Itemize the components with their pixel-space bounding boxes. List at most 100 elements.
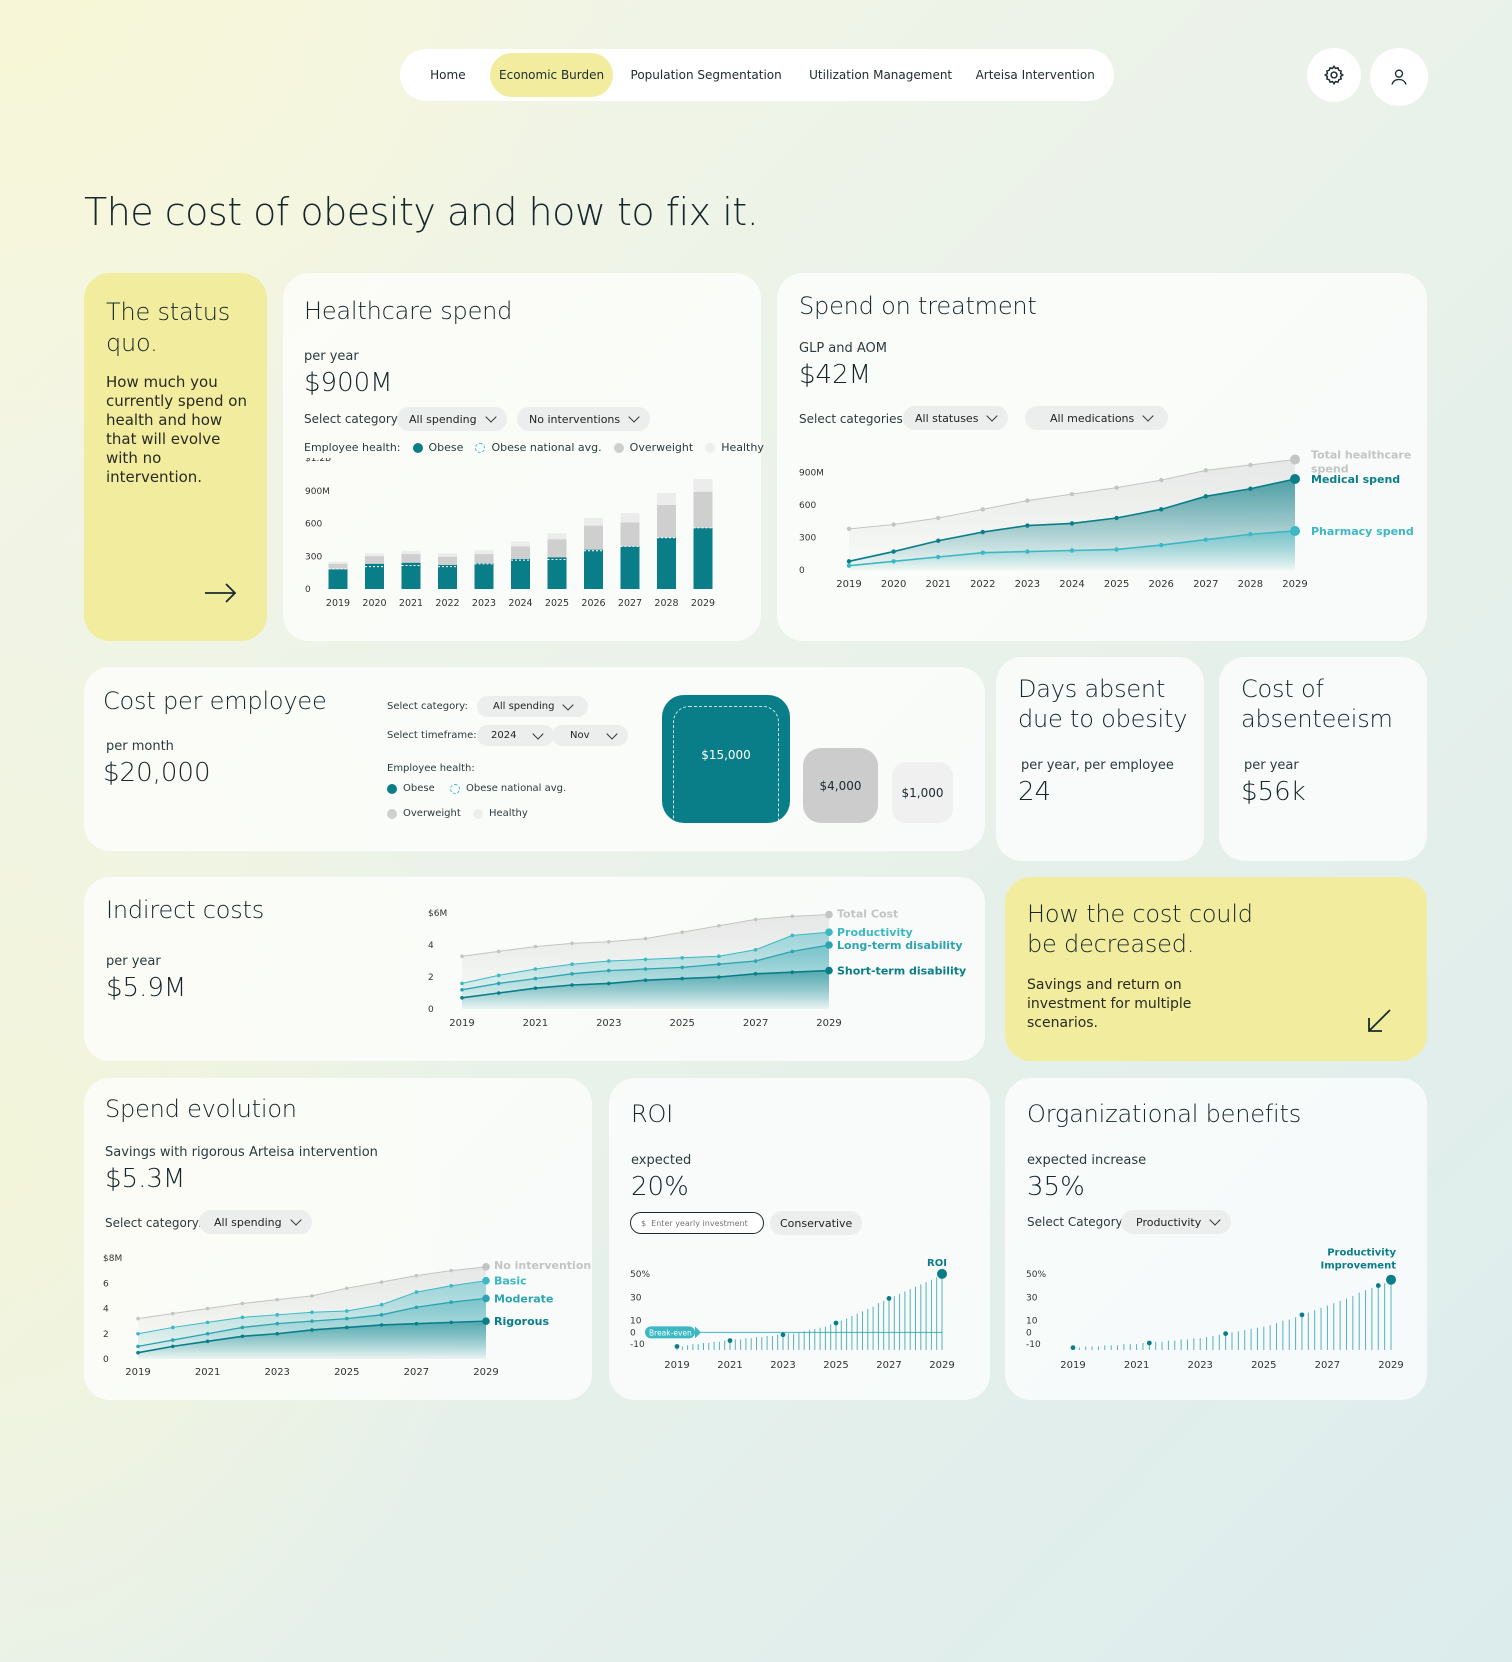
x-tick-label: 2029 — [1282, 579, 1307, 590]
series-point — [136, 1316, 140, 1321]
arrow-right-icon[interactable] — [204, 583, 238, 603]
settings-button[interactable] — [1307, 48, 1361, 102]
series-point — [240, 1334, 245, 1339]
x-tick-label: 2021 — [1124, 1360, 1149, 1371]
cost-category-select[interactable]: All spending — [477, 696, 589, 717]
series-point — [136, 1350, 140, 1355]
roi-bar-chart: -10 010 30 50% 2019 2021 2023 2025 2027 2029 ROI Br… — [630, 1258, 955, 1371]
bar-obese — [511, 558, 530, 589]
bar-overweight — [620, 522, 640, 547]
series-point — [1203, 468, 1208, 473]
indirect-area-chart: 0 2 4 $6M 2019 2021 2023 2025 2027 2029 Total Cost… — [428, 908, 966, 1029]
series-point — [717, 962, 721, 966]
series-point — [414, 1305, 419, 1310]
indirect-value: $5.9M — [106, 973, 187, 1003]
nav-home[interactable]: Home — [430, 68, 466, 82]
cost-bubble-obese: $15,000 — [662, 695, 790, 823]
investment-input[interactable] — [630, 1212, 764, 1234]
break-even-pill — [645, 1326, 695, 1339]
series-point — [205, 1331, 210, 1336]
org-bar-chart: -10 010 30 50% 2019 2021 2023 2025 2027 2029 Produ… — [1026, 1248, 1404, 1371]
healthcare-intervention-select[interactable]: No interventions — [517, 407, 651, 431]
x-tick-label: 2025 — [823, 1360, 848, 1371]
healthcare-category-select[interactable]: All spending — [397, 407, 507, 431]
y-tick-label: 0 — [305, 585, 311, 595]
x-tick-label: 2021 — [717, 1360, 742, 1371]
x-tick-label: 2019 — [125, 1367, 150, 1378]
series-point — [460, 996, 464, 1000]
y-tick-label: 600 — [799, 501, 816, 511]
bar-healthy — [365, 553, 384, 557]
series-point — [345, 1286, 349, 1291]
series-point — [753, 917, 758, 922]
x-tick-label: 2023 — [1015, 579, 1040, 590]
status-quo-card[interactable]: The status quo. How much you currently s… — [84, 273, 267, 641]
bar-healthy — [511, 541, 530, 547]
cost-employee-card: Cost per employee per month $20,000 Sele… — [84, 667, 985, 851]
series-point — [846, 526, 852, 532]
series-point — [936, 515, 941, 521]
treatment-sub: GLP and AOM — [799, 341, 887, 356]
chevron-down-icon — [289, 1214, 302, 1226]
series-point — [205, 1306, 210, 1311]
y-tick-label: 2 — [103, 1330, 109, 1340]
x-tick-label: 2019 — [836, 579, 861, 590]
bar-overweight — [693, 491, 713, 528]
cost-year-select[interactable]: 2024 — [477, 725, 555, 746]
marker-dot — [780, 1332, 786, 1338]
nav-population-segmentation[interactable]: Population Segmentation — [630, 68, 782, 82]
absenteeism-card: Cost of absenteeism per year $56k — [1219, 657, 1427, 861]
series-point — [1025, 549, 1030, 554]
series-label: Rigorous — [494, 1315, 549, 1328]
roi-scenario-select[interactable]: Conservative — [770, 1211, 863, 1235]
series-point — [790, 933, 795, 938]
evolution-category-select[interactable]: All spending — [199, 1210, 312, 1234]
bar-overweight — [474, 554, 494, 564]
series-point — [136, 1331, 140, 1336]
series-point — [717, 924, 721, 928]
y-tick-label: 900M — [799, 469, 824, 479]
nav-economic-burden[interactable]: Economic Burden — [489, 53, 614, 97]
series-point — [1159, 542, 1164, 548]
series-point — [643, 978, 648, 982]
cost-month-select[interactable]: Nov — [552, 725, 628, 746]
roi-title: ROI — [631, 1100, 674, 1128]
indirect-period: per year — [106, 954, 161, 969]
series-point — [643, 967, 648, 971]
series-point — [171, 1338, 175, 1342]
arrow-down-left-icon[interactable] — [1366, 1008, 1392, 1034]
y-tick-label: $1.2B — [305, 458, 331, 464]
series-point — [345, 1309, 349, 1313]
series-point — [460, 981, 464, 986]
bar-obese — [620, 546, 640, 589]
treatment-status-select[interactable]: All statuses — [903, 406, 1009, 430]
x-tick-label: 2027 — [743, 1018, 768, 1029]
series-point — [607, 968, 611, 973]
x-tick-label: 2027 — [404, 1367, 429, 1378]
series-point — [607, 940, 611, 944]
bar-healthy — [547, 533, 567, 540]
y-tick-label: 4 — [103, 1305, 109, 1315]
healthcare-spend-title: Healthcare spend — [304, 297, 513, 325]
profile-button[interactable] — [1370, 48, 1428, 106]
nav-utilization-management[interactable]: Utilization Management — [809, 68, 953, 82]
nav-arteisa-intervention[interactable]: Arteisa Intervention — [975, 68, 1095, 82]
treatment-medication-select[interactable]: All medications — [1025, 406, 1169, 430]
cost-legend-healthy: Healthy — [473, 808, 528, 819]
org-category-select[interactable]: Productivity — [1121, 1210, 1232, 1234]
series-point — [345, 1325, 349, 1330]
y-tick-label: 10 — [1026, 1317, 1038, 1327]
bar-obese — [693, 527, 713, 589]
bar-overweight — [584, 525, 603, 550]
series-point — [570, 983, 574, 987]
series-point — [607, 981, 611, 986]
series-point — [680, 930, 684, 934]
series-point — [1203, 494, 1208, 499]
series-point — [1159, 477, 1164, 483]
evolution-category-value: All spending — [214, 1215, 282, 1229]
cost-employee-title: Cost per employee — [103, 687, 327, 715]
bar-healthy — [474, 550, 494, 555]
decrease-card[interactable]: How the cost could be decreased. Savings… — [1005, 877, 1427, 1061]
chevron-down-icon — [628, 411, 640, 423]
x-tick-label: 2021 — [195, 1367, 220, 1378]
